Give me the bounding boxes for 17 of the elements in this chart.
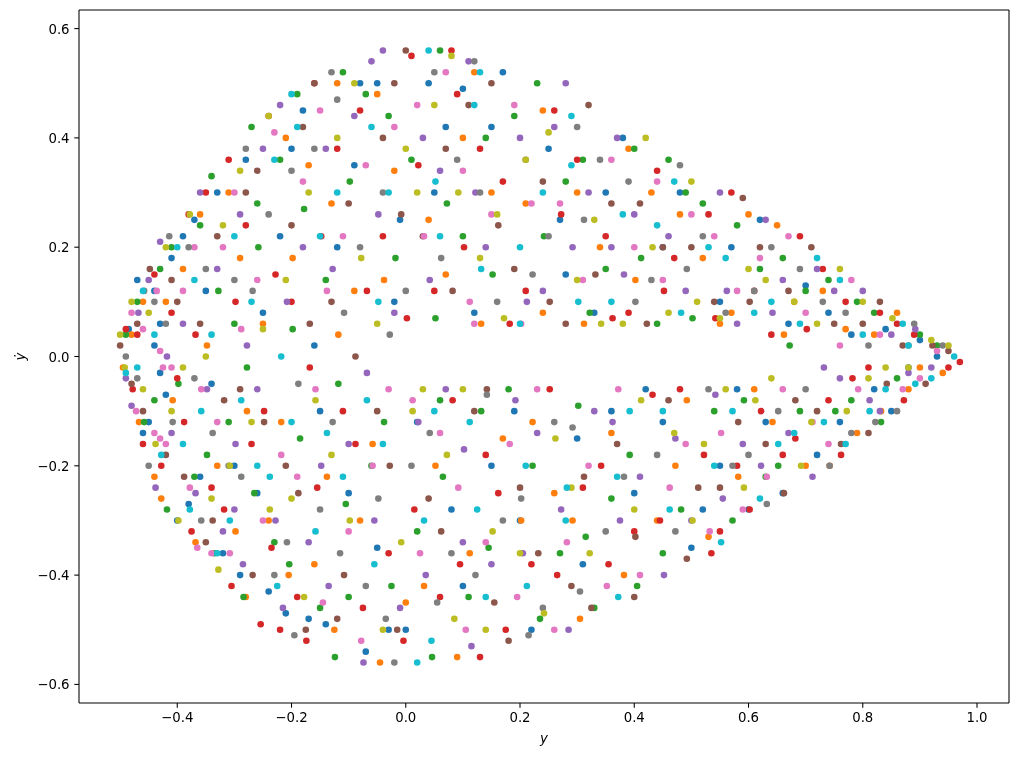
y-tick-label: 0.0 (48, 349, 70, 364)
x-tick-label: 0.4 (623, 709, 645, 725)
x-tick-label: 0.8 (852, 709, 874, 725)
x-tick-label: −0.4 (161, 709, 194, 725)
y-tick-label: −0.2 (37, 458, 70, 474)
x-tick-label: 1.0 (966, 709, 988, 725)
y-tick-label: 0.2 (48, 239, 70, 255)
x-axis-title: y (539, 730, 550, 746)
y-axis-title: ẏ (12, 351, 28, 362)
x-tick-label: −0.2 (275, 709, 308, 725)
x-tick-label: 0.2 (509, 709, 531, 725)
x-tick-label: 0.6 (737, 709, 760, 725)
y-tick-label: 0.4 (48, 130, 70, 146)
y-tick-label: −0.6 (37, 676, 70, 692)
y-tick-label: 0.6 (48, 21, 70, 37)
y-tick-label: −0.4 (37, 567, 70, 583)
x-tick-label: 0.0 (395, 709, 417, 725)
